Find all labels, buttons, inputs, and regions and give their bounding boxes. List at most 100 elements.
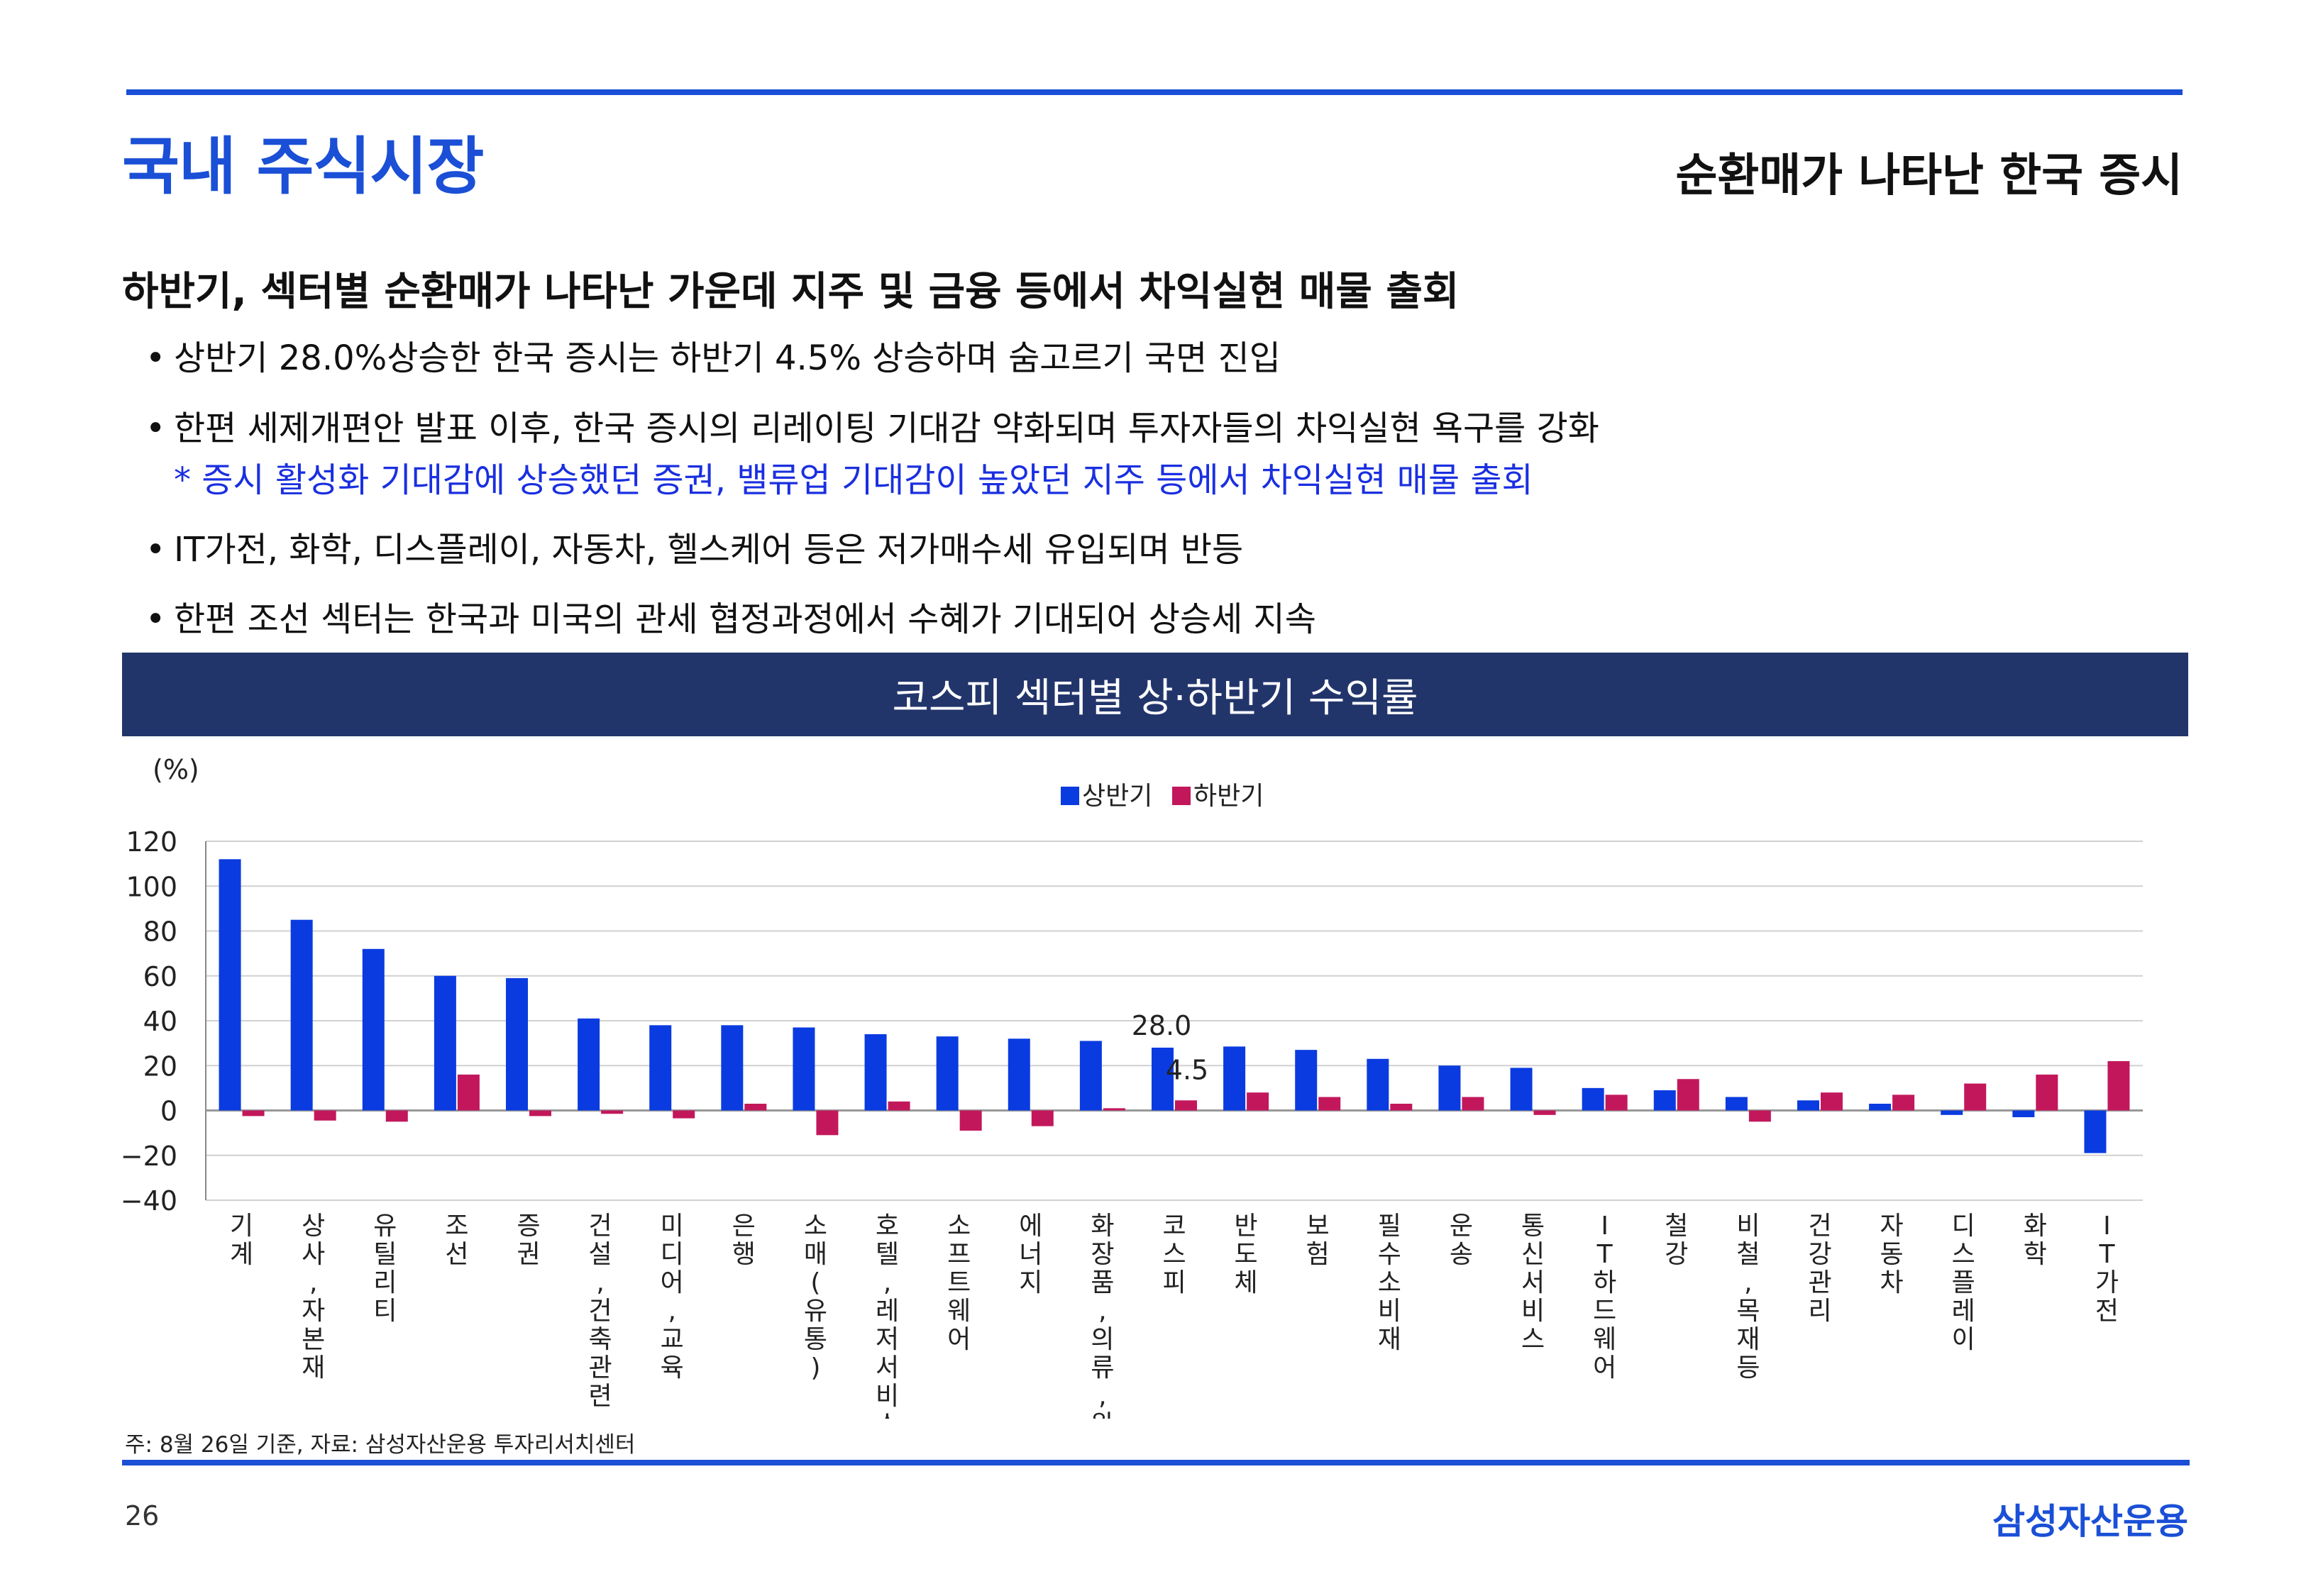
- legend-swatch: [1172, 787, 1191, 805]
- bar-first-half: [2084, 1110, 2107, 1153]
- bar-first-half: [578, 1018, 600, 1111]
- bar-first-half: [1438, 1065, 1461, 1111]
- page-number: 26: [125, 1500, 160, 1531]
- page-title: 국내 주식시장: [122, 130, 484, 203]
- bar-second-half: [242, 1110, 265, 1116]
- bar-second-half: [2107, 1060, 2130, 1111]
- bullet-item: • IT가전, 화학, 디스플레이, 자동차, 헬스케어 등은 저가매수세 유입되…: [145, 521, 1243, 571]
- bar-first-half: [1152, 1047, 1174, 1111]
- bar-second-half: [529, 1110, 551, 1116]
- bar-second-half: [744, 1104, 767, 1111]
- data-label: 4.5: [1166, 1054, 1208, 1085]
- bar-second-half: [1892, 1095, 1915, 1111]
- bar-first-half: [649, 1025, 672, 1111]
- x-tick-label: 소 매(유 통): [804, 1212, 827, 1382]
- bar-first-half: [434, 975, 456, 1111]
- bar-first-half: [1008, 1038, 1030, 1111]
- footnote: 주: 8월 26일 기준, 자료: 삼성자산운용 투자리서치센터: [125, 1432, 636, 1458]
- top-rule: [126, 89, 2183, 95]
- bar-second-half: [1175, 1100, 1197, 1111]
- bar-second-half: [1031, 1110, 1054, 1126]
- legend-label: 상반기: [1082, 782, 1152, 811]
- bar-second-half: [1533, 1110, 1556, 1115]
- bar-second-half: [2036, 1074, 2058, 1111]
- bar-second-half: [1821, 1092, 1843, 1111]
- bullet-text: IT가전, 화학, 디스플레이, 자동차, 헬스케어 등은 저가매수세 유입되며…: [174, 530, 1244, 570]
- bar-second-half: [959, 1110, 982, 1131]
- bar-second-half: [1390, 1104, 1413, 1111]
- bar-first-half: [1367, 1058, 1389, 1111]
- y-tick-label: 120: [126, 826, 177, 858]
- bar-second-half: [385, 1110, 408, 1122]
- bar-second-half: [1318, 1097, 1341, 1111]
- y-axis-label: (%): [153, 754, 199, 785]
- bar-second-half: [816, 1110, 839, 1136]
- bar-first-half: [219, 859, 241, 1111]
- bullet-dot-icon: •: [145, 409, 166, 448]
- bar-first-half: [864, 1033, 887, 1111]
- bar-second-half: [1462, 1097, 1484, 1111]
- y-tick-label: 100: [126, 871, 177, 902]
- bullet-text: 상반기 28.0%상승한 한국 증시는 하반기 4.5% 상승하며 숨고르기 국…: [174, 338, 1281, 378]
- bar-first-half: [1582, 1087, 1604, 1111]
- bar-second-half: [314, 1110, 336, 1121]
- bar-first-half: [1295, 1050, 1318, 1111]
- legend-swatch: [1061, 787, 1079, 805]
- chart-title: 코스피 섹터별 상·하반기 수익률: [892, 675, 1418, 721]
- bar-first-half: [793, 1027, 815, 1111]
- bottom-rule: [122, 1460, 2190, 1465]
- bar-first-half: [1869, 1104, 1892, 1111]
- bar-first-half: [1941, 1110, 1963, 1115]
- bar-first-half: [1797, 1100, 1819, 1111]
- bullet-item: • 한편 세제개편안 발표 이후, 한국 증시의 리레이팅 기대감 약화되며 투자…: [145, 400, 1599, 450]
- bar-second-half: [601, 1110, 624, 1114]
- y-tick-label: 20: [143, 1051, 177, 1082]
- y-tick-label: 40: [143, 1006, 177, 1037]
- bar-second-half: [888, 1101, 910, 1111]
- bullet-dot-icon: •: [145, 530, 166, 570]
- bullet-item: • 한편 조선 섹터는 한국과 미국의 관세 협정과정에서 수혜가 기대되어 상승…: [145, 591, 1316, 641]
- bar-first-half: [2012, 1110, 2035, 1117]
- bullet-dot-icon: •: [145, 599, 166, 639]
- section-headline: 하반기, 섹터별 순환매가 나타난 가운데 지주 및 금융 등에서 차익실현 매…: [122, 269, 1460, 315]
- bar-first-half: [936, 1036, 959, 1111]
- bar-second-half: [1964, 1083, 1987, 1111]
- bar-first-half: [1653, 1090, 1676, 1111]
- bullet-dot-icon: •: [145, 338, 166, 378]
- bar-first-half: [1510, 1068, 1533, 1111]
- bar-second-half: [1247, 1092, 1269, 1111]
- page-subtitle: 순환매가 나타난 한국 증시: [1675, 150, 2183, 202]
- bar-first-half: [1223, 1046, 1246, 1111]
- bullet-item: • 상반기 28.0%상승한 한국 증시는 하반기 4.5% 상승하며 숨고르기 …: [145, 330, 1281, 379]
- y-tick-label: −20: [121, 1141, 177, 1172]
- bar-second-half: [673, 1110, 695, 1119]
- bar-first-half: [290, 919, 313, 1111]
- chart-title-banner: 코스피 섹터별 상·하반기 수익률: [122, 653, 2188, 736]
- bar-first-half: [1079, 1041, 1102, 1111]
- x-tick-label: 호텔,레저서비스: [876, 1212, 899, 1419]
- y-tick-label: 0: [160, 1096, 177, 1127]
- note-line: * 증시 활성화 기대감에 상승했던 증권, 밸류업 기대감이 높았던 지주 등…: [174, 460, 1533, 500]
- bullet-text: 한편 세제개편안 발표 이후, 한국 증시의 리레이팅 기대감 약화되며 투자자…: [174, 409, 1599, 448]
- bar-first-half: [362, 948, 385, 1111]
- bar-first-half: [721, 1025, 744, 1111]
